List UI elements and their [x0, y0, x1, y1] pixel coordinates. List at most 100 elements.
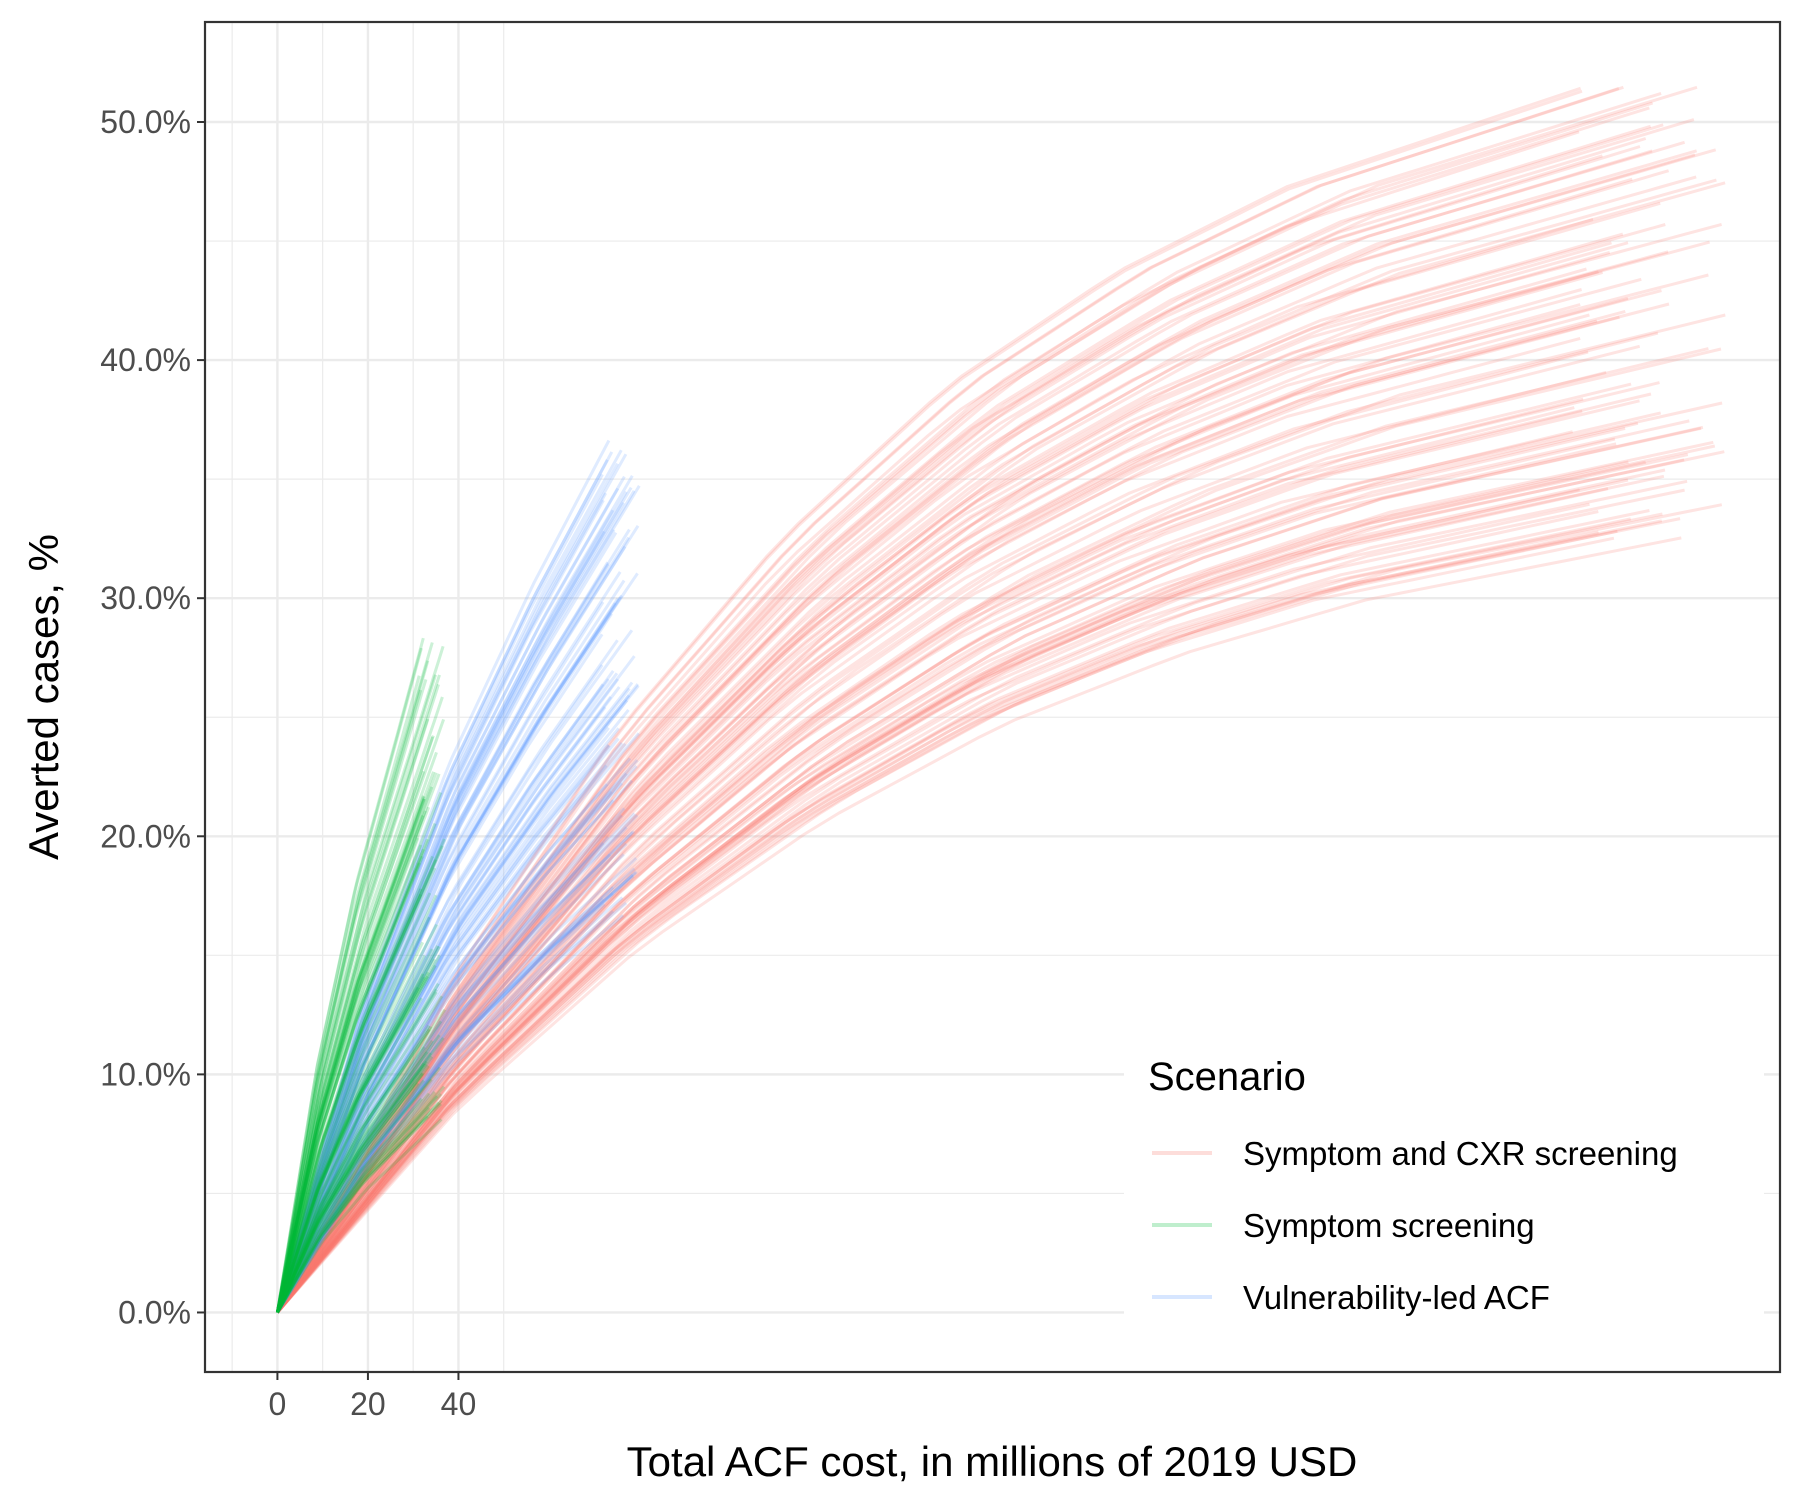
series-line — [276, 512, 1663, 1314]
series-line — [276, 350, 1589, 1314]
series-line — [275, 492, 608, 1313]
series-line — [276, 1066, 442, 1314]
series-line — [275, 596, 622, 1313]
series-line — [275, 751, 438, 1313]
series-line — [275, 859, 438, 1313]
series-line — [275, 892, 432, 1313]
series-line — [275, 563, 610, 1313]
series-line — [276, 1092, 443, 1314]
series-line — [276, 123, 1664, 1314]
y-tick-label: 30.0% — [100, 580, 191, 616]
series-line — [275, 718, 430, 1313]
series-line — [276, 502, 1590, 1314]
series-line — [276, 742, 624, 1314]
series-line — [275, 678, 428, 1313]
series-line — [276, 853, 612, 1314]
series-line — [276, 411, 1662, 1314]
legend-label: Symptom and CXR screening — [1243, 1135, 1678, 1172]
series-line — [275, 491, 628, 1313]
series-line — [275, 988, 438, 1314]
series-line — [276, 273, 1709, 1314]
series-line — [275, 848, 425, 1313]
series-line — [276, 678, 620, 1314]
series-line — [276, 856, 638, 1314]
series-line — [276, 444, 1716, 1314]
series-line — [275, 683, 440, 1313]
series-line — [276, 1102, 442, 1314]
series-line — [276, 896, 624, 1314]
series-line — [275, 806, 431, 1313]
series-line — [275, 893, 423, 1313]
series-line — [275, 894, 438, 1313]
series-line — [276, 772, 628, 1314]
series-line — [276, 85, 1698, 1314]
y-tick-label: 40.0% — [100, 342, 191, 378]
y-tick-label: 10.0% — [100, 1056, 191, 1092]
series-line — [276, 277, 1642, 1314]
series-line — [276, 1008, 447, 1314]
series-line — [275, 838, 446, 1313]
series-line — [276, 744, 611, 1314]
series-line — [275, 771, 435, 1313]
series-line — [276, 289, 1662, 1314]
y-tick-label: 50.0% — [100, 104, 191, 140]
series-line — [276, 1085, 446, 1314]
series-line — [276, 397, 1584, 1314]
series-line — [276, 232, 1624, 1314]
series-line — [276, 453, 1689, 1314]
series-line — [275, 664, 604, 1314]
series-line — [275, 499, 605, 1313]
series-line — [276, 871, 637, 1314]
series-line — [275, 964, 437, 1313]
series-line — [276, 419, 1690, 1314]
series-line — [275, 602, 617, 1313]
series-line — [276, 1115, 429, 1314]
series-line — [275, 945, 441, 1313]
series-line — [276, 267, 1587, 1314]
series-line — [276, 85, 1624, 1314]
series-line — [276, 687, 631, 1314]
series-line — [275, 982, 440, 1314]
series-line — [276, 270, 1599, 1314]
series-line — [276, 517, 1681, 1314]
series-line — [276, 694, 631, 1314]
series-line — [276, 914, 625, 1314]
series-line — [276, 347, 1722, 1314]
series-line — [276, 479, 1688, 1314]
series-line — [275, 973, 425, 1313]
series-line — [276, 779, 634, 1314]
series-line — [275, 735, 435, 1313]
series-line — [276, 529, 1618, 1314]
series-line — [275, 633, 604, 1313]
legend: Scenario Symptom and CXR screening Sympto… — [1124, 1032, 1764, 1352]
series-line — [275, 485, 641, 1313]
series-line — [275, 954, 441, 1313]
series-line — [275, 487, 620, 1313]
series-line — [275, 814, 425, 1313]
series-line — [275, 571, 622, 1313]
series-line — [276, 241, 1612, 1314]
series-line — [276, 1062, 426, 1314]
legend-label: Symptom screening — [1243, 1207, 1535, 1244]
series-line — [275, 531, 618, 1313]
series-line — [276, 458, 1685, 1314]
series-line — [275, 660, 430, 1313]
series-line — [276, 1063, 428, 1314]
series-line — [276, 241, 1629, 1314]
series-line — [276, 732, 640, 1314]
series-line — [275, 672, 619, 1314]
series-line — [276, 488, 1685, 1314]
series-line — [276, 223, 1666, 1314]
series-line — [276, 1020, 443, 1314]
series-line — [276, 503, 1723, 1314]
series-line — [276, 1091, 437, 1314]
series-line — [275, 689, 423, 1313]
x-axis-title: Total ACF cost, in millions of 2019 USD — [627, 1438, 1358, 1485]
series-line — [276, 870, 638, 1314]
series-line — [275, 862, 421, 1313]
series-line — [275, 486, 633, 1313]
series-line — [276, 509, 1650, 1314]
series-line — [276, 331, 1659, 1314]
series-line — [276, 764, 638, 1314]
